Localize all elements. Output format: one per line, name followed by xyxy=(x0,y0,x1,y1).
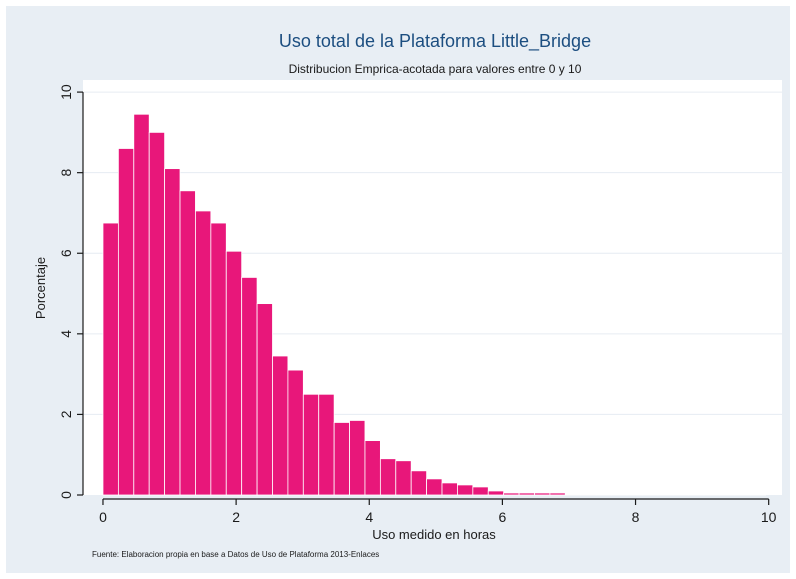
histogram-bar xyxy=(395,460,412,496)
histogram-bar xyxy=(564,493,582,496)
histogram-bar xyxy=(518,492,535,496)
histogram-bar xyxy=(256,303,273,496)
histogram-bar xyxy=(426,478,443,496)
histogram-bar xyxy=(441,482,458,496)
histogram-bar xyxy=(364,440,381,496)
histogram-bar xyxy=(580,493,597,496)
x-tick-label: 4 xyxy=(365,509,373,525)
chart-subtitle: Distribucion Emprica-acotada para valore… xyxy=(289,62,582,76)
histogram-bar xyxy=(210,222,227,496)
y-tick-label: 8 xyxy=(58,169,74,177)
histogram-bar xyxy=(410,470,428,496)
histogram-bar xyxy=(318,393,335,496)
histogram-bar xyxy=(102,222,119,496)
histogram-bar xyxy=(195,210,212,496)
histogram-bar xyxy=(179,190,196,496)
y-ticks: 0 2 4 6 8 10 xyxy=(58,84,83,499)
histogram-bar xyxy=(472,486,489,496)
y-tick-label: 4 xyxy=(58,330,74,338)
x-tick-label: 10 xyxy=(761,509,777,525)
x-tick-label: 6 xyxy=(499,509,507,525)
histogram-bar xyxy=(148,131,166,496)
x-ticks: 0 2 4 6 8 10 xyxy=(99,499,777,525)
chart-title: Uso total de la Plataforma Little_Bridge xyxy=(279,31,591,52)
histogram-bar xyxy=(287,369,304,496)
y-tick-label: 10 xyxy=(58,84,74,100)
y-tick-label: 0 xyxy=(58,491,74,499)
bars xyxy=(102,113,767,496)
histogram-bar xyxy=(534,492,551,496)
axes xyxy=(82,92,769,500)
histogram-bar xyxy=(117,148,135,496)
y-tick-label: 2 xyxy=(58,410,74,418)
histogram-bar xyxy=(133,113,150,496)
x-tick-label: 8 xyxy=(632,509,640,525)
histogram-bar xyxy=(379,458,397,496)
histogram-bar xyxy=(333,422,350,496)
histogram-bar xyxy=(241,277,258,496)
histogram-bar xyxy=(302,393,320,496)
histogram-bar xyxy=(487,490,505,496)
histogram-bar xyxy=(164,168,181,496)
histogram-bar xyxy=(457,484,474,496)
histogram-bar xyxy=(349,420,366,496)
source-note: Fuente: Elaboracion propia en base a Dat… xyxy=(92,550,379,559)
histogram-bar xyxy=(549,492,566,496)
histogram-bar xyxy=(225,250,243,496)
histogram-bar xyxy=(503,492,520,496)
histogram-bar xyxy=(272,355,289,496)
x-tick-label: 0 xyxy=(99,509,107,525)
y-tick-label: 6 xyxy=(58,249,74,257)
x-axis-label: Uso medido en horas xyxy=(372,527,496,542)
x-tick-label: 2 xyxy=(232,509,240,525)
y-axis-label: Porcentaje xyxy=(33,257,48,319)
